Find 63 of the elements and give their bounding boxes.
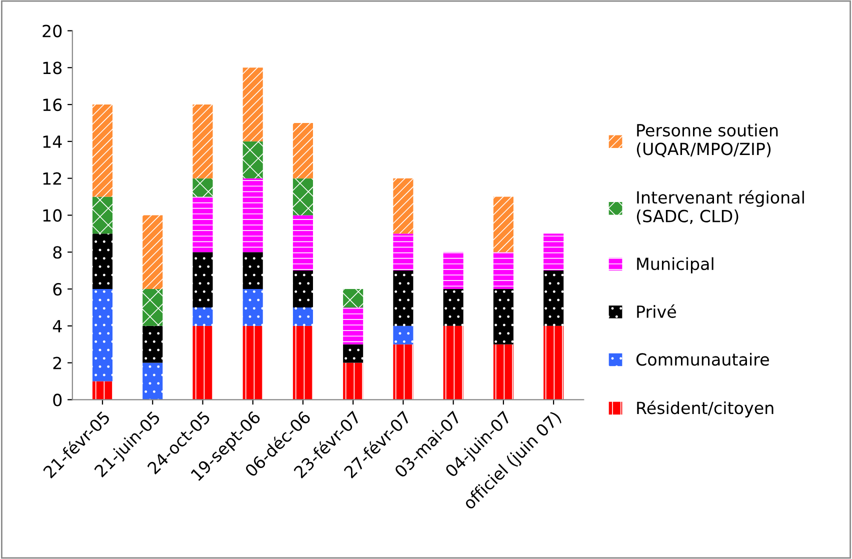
y-tick-label: 18 [43, 62, 62, 74]
bar [443, 289, 464, 326]
legend-label: Intervenant régional (SADC, CLD) [636, 190, 804, 224]
bar [343, 307, 364, 344]
bar [343, 362, 364, 400]
bar [393, 344, 414, 400]
bar [192, 196, 213, 252]
bar [393, 270, 414, 326]
bar [493, 289, 514, 344]
bar [393, 178, 414, 234]
bar [292, 122, 313, 178]
bar [443, 252, 464, 290]
bar [544, 326, 564, 400]
bar [393, 234, 414, 271]
y-tick-label: 20 [42, 24, 62, 38]
bar [142, 362, 163, 400]
bar [142, 215, 163, 290]
legend-label: Résident/citoyen [637, 400, 774, 418]
bar [242, 141, 263, 178]
bar [92, 289, 113, 382]
bar [292, 326, 313, 400]
bar [292, 215, 313, 271]
legend-label: Personne soutien (UQAR/MPO/ZIP) [636, 124, 778, 158]
bar [242, 68, 263, 142]
bar [544, 234, 564, 271]
bar [142, 289, 163, 326]
bar [92, 104, 113, 197]
y-tick-label: 8 [53, 246, 62, 259]
bar [493, 196, 514, 252]
bar [192, 252, 213, 308]
bar [242, 326, 263, 400]
bar [142, 326, 163, 363]
y-tick-label: 0 [53, 394, 62, 406]
bar [343, 289, 364, 308]
legend-label: Communautaire [636, 352, 769, 366]
bar [192, 326, 213, 400]
bar [242, 178, 263, 252]
legend-label: Privé [637, 304, 676, 318]
bar [343, 344, 364, 363]
y-tick-label: 12 [43, 172, 62, 185]
bar [192, 307, 213, 326]
y-tick-label: 2 [53, 356, 62, 370]
bar [443, 326, 464, 400]
bar [393, 326, 414, 344]
bar [292, 270, 313, 308]
bar [192, 178, 213, 197]
bar [242, 252, 263, 290]
bar [493, 252, 514, 290]
y-tick-label: 10 [43, 209, 62, 222]
bar [92, 196, 113, 234]
bar [292, 178, 313, 216]
bar [92, 234, 113, 290]
y-tick-label: 16 [43, 98, 62, 112]
y-tick-label: 4 [52, 320, 62, 332]
bar [544, 270, 564, 326]
bar [292, 307, 313, 326]
legend-label: Municipal [637, 257, 714, 274]
bar [92, 381, 113, 400]
bar [192, 104, 213, 178]
y-tick-label: 6 [53, 282, 62, 296]
bar [493, 344, 514, 400]
y-tick-label: 14 [43, 136, 62, 148]
bar [242, 289, 263, 326]
